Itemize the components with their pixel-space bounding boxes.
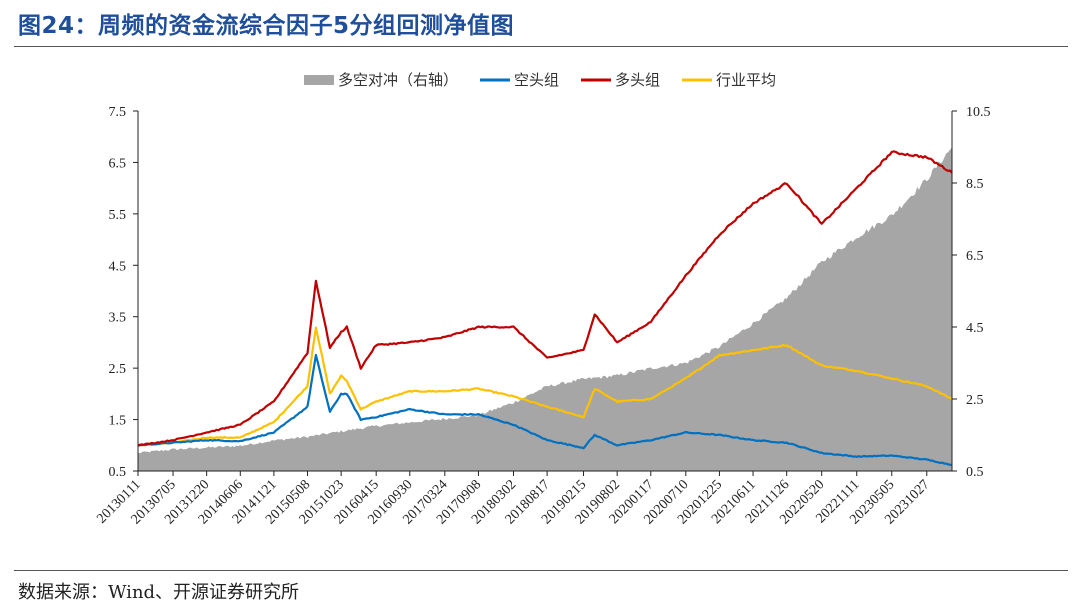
source-divider [14,570,1068,571]
right-y-tick-label: 4.5 [966,321,984,336]
net-value-chart: 0.5 1.5 2.5 3.5 4.5 5.5 6.5 7.5 0.5 2.5 4.5 6.5 8.5 1… [94,71,991,527]
hedge-area-series [138,147,952,471]
left-y-tick-label: 4.5 [109,259,127,274]
legend-hedge-swatch [304,75,334,85]
right-y-tick-label: 10.5 [966,105,991,120]
left-y-tick-label: 7.5 [109,105,127,120]
left-y-tick-label: 0.5 [109,465,127,480]
data-source: 数据来源：Wind、开源证券研究所 [18,582,300,603]
legend-short-group-label: 空头组 [514,71,559,89]
legend-industry-average-label: 行业平均 [716,71,776,89]
right-y-tick-label: 2.5 [966,393,984,408]
left-y-tick-label: 3.5 [109,311,127,326]
left-y-tick-label: 6.5 [109,156,127,171]
left-y-tick-label: 5.5 [109,208,127,223]
right-y-tick-label: 0.5 [966,465,984,480]
figure-title: 图24：周频的资金流综合因子5分组回测净值图 [18,13,515,39]
right-y-tick-label: 8.5 [966,177,984,192]
short-group-line [137,353,952,466]
title-divider [14,46,1068,47]
left-y-tick-label: 1.5 [109,414,127,429]
legend-hedge-label: 多空对冲（右轴） [338,71,458,89]
industry-average-line [137,326,953,447]
legend-long-group-label: 多头组 [615,71,660,89]
right-y-tick-label: 6.5 [966,249,984,264]
long-group-line [137,150,953,447]
left-y-tick-label: 2.5 [109,362,127,377]
